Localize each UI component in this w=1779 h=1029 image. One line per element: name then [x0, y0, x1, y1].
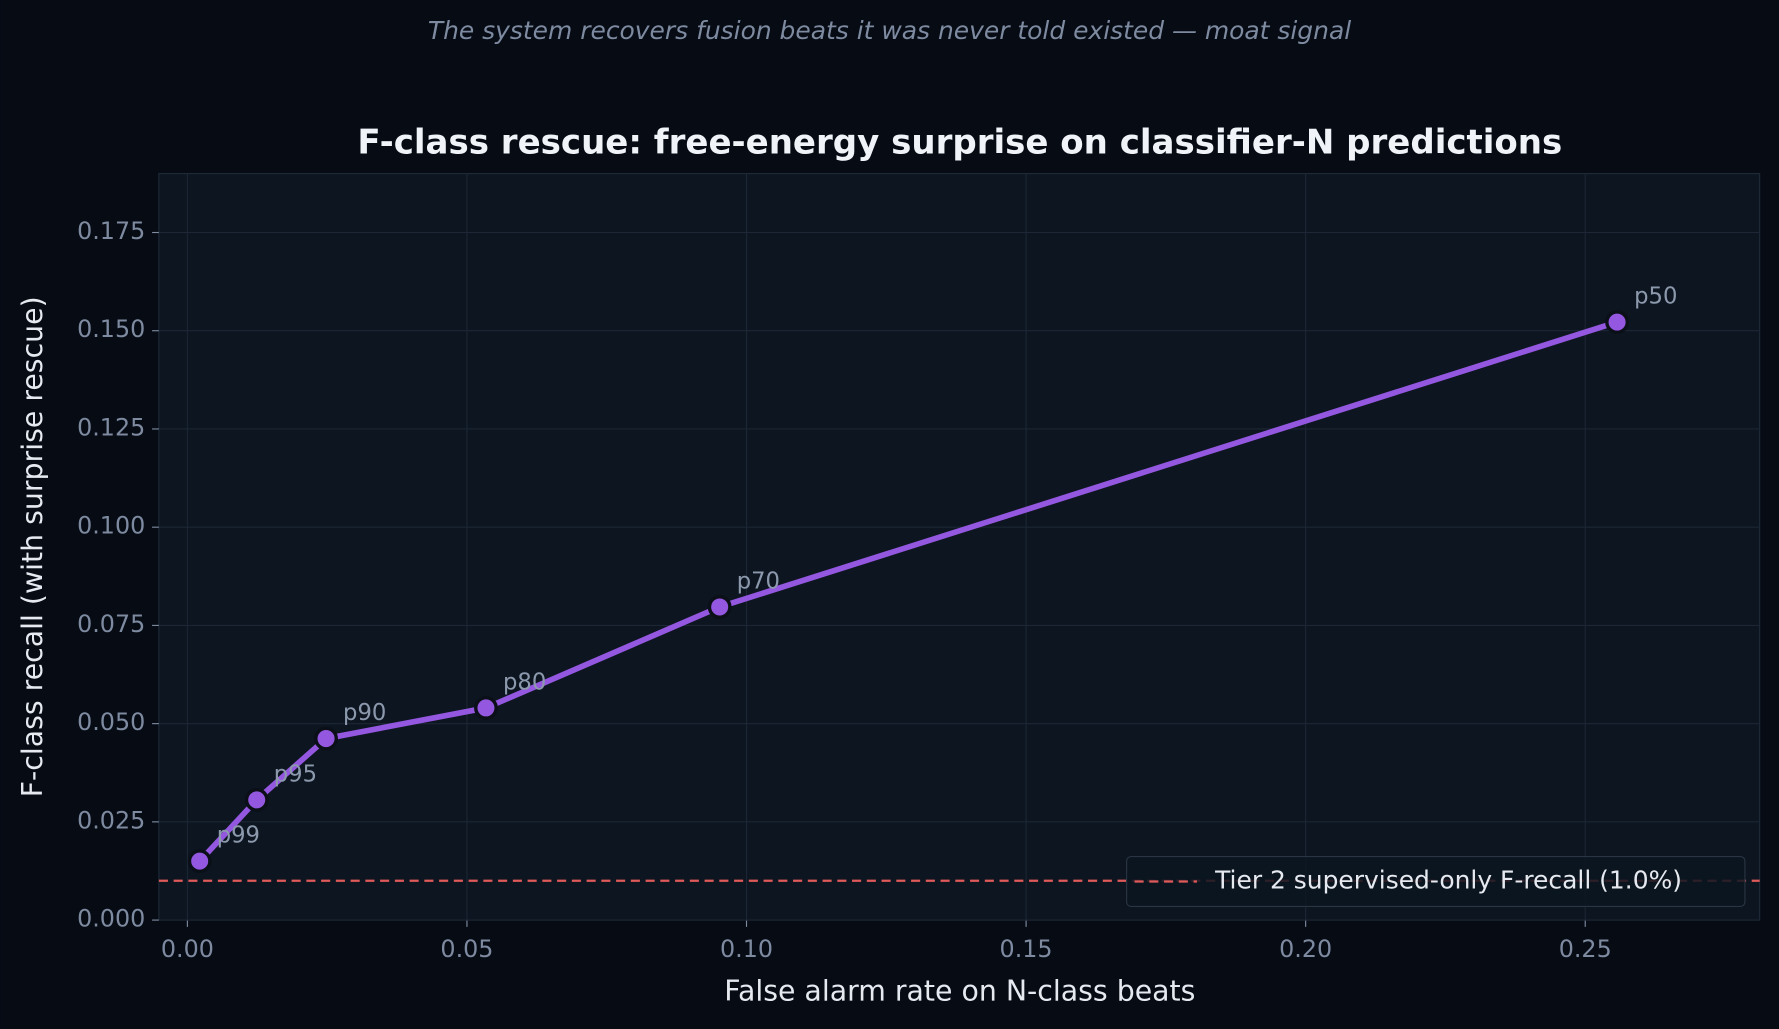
y-axis-label: F-class recall (with surprise rescue) — [16, 296, 49, 797]
legend-label: Tier 2 supervised-only F-recall (1.0%) — [1214, 866, 1682, 895]
data-point — [474, 696, 498, 720]
plot-area — [158, 173, 1761, 921]
x-tick-label: 0.10 — [720, 935, 773, 963]
y-tick-label: 0.100 — [77, 512, 145, 540]
x-axis-label: False alarm rate on N-class beats — [724, 975, 1195, 1008]
data-line — [197, 319, 1618, 864]
y-tick-label: 0.125 — [77, 413, 145, 441]
x-tick-label: 0.20 — [1279, 935, 1332, 963]
point-label: p50 — [1634, 284, 1677, 310]
point-label: p70 — [737, 568, 780, 594]
data-point — [1605, 310, 1630, 335]
x-tick-label: 0.00 — [161, 935, 214, 963]
point-label: p80 — [503, 669, 546, 695]
y-tick-label: 0.075 — [77, 610, 145, 638]
legend-box — [1126, 855, 1746, 908]
data-point — [707, 595, 732, 619]
data-point — [244, 787, 269, 812]
x-tick-label: 0.15 — [1000, 935, 1053, 963]
chart-title: F-class rescue: free-energy surprise on … — [357, 123, 1562, 163]
x-tick-label: 0.25 — [1559, 935, 1612, 963]
y-tick-label: 0.025 — [77, 806, 145, 834]
data-point — [314, 726, 338, 751]
point-label: p90 — [343, 700, 386, 726]
subtitle: The system recovers fusion beats it was … — [428, 16, 1351, 45]
data-point — [187, 849, 212, 874]
y-tick-label: 0.175 — [77, 217, 145, 245]
x-tick-label: 0.05 — [440, 935, 493, 963]
y-tick-label: 0.000 — [77, 905, 145, 933]
point-label: p99 — [217, 823, 260, 849]
y-tick-label: 0.150 — [77, 315, 145, 343]
y-tick-label: 0.050 — [77, 708, 145, 736]
point-label: p95 — [274, 761, 317, 787]
